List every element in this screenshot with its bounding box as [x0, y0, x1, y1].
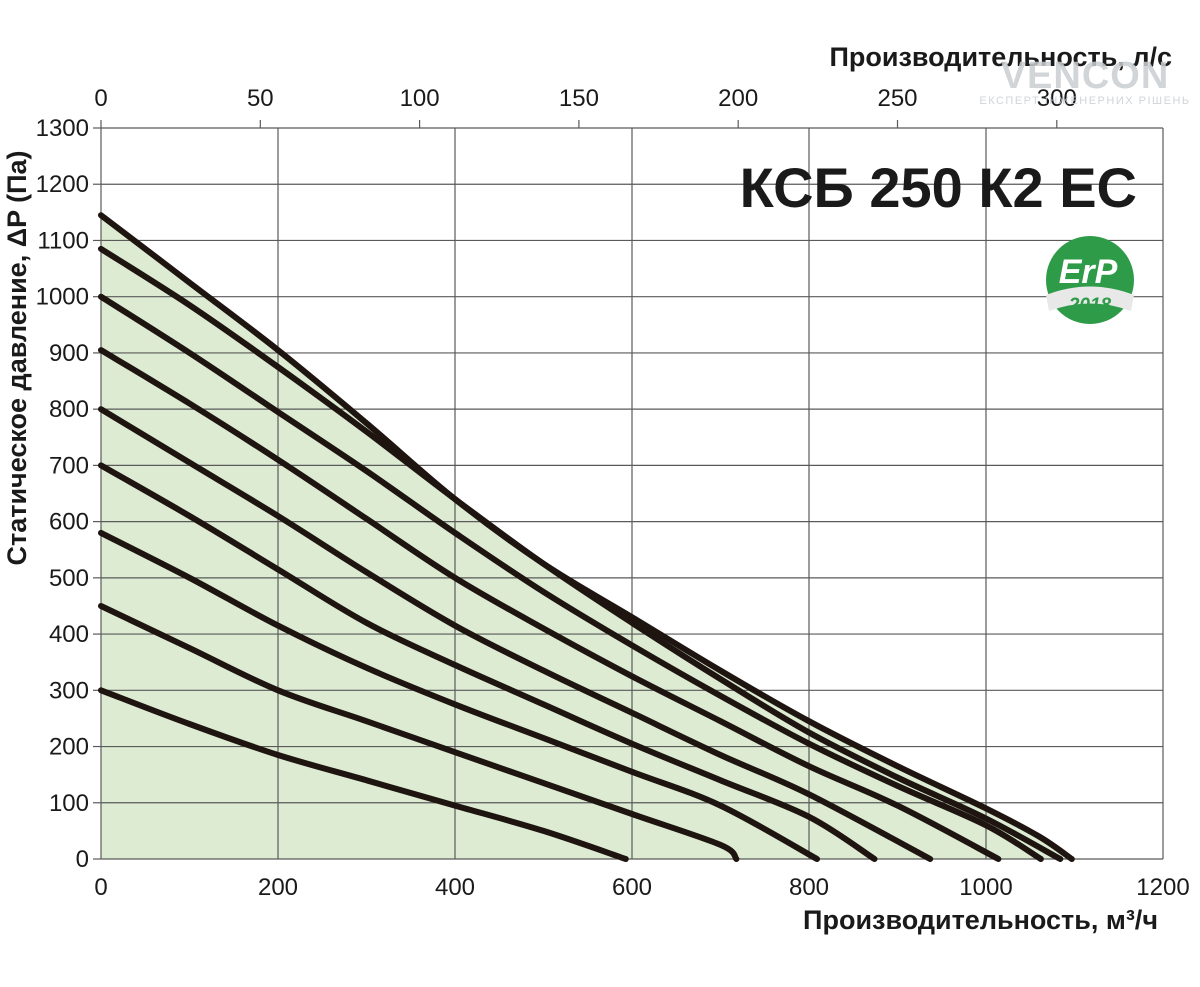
fan-curve-1 — [98, 687, 629, 862]
top-tick-label: 0 — [94, 85, 107, 112]
y-tick-label: 900 — [49, 340, 89, 367]
top-axis-title: Производительность, л/с — [830, 42, 1172, 72]
fan-curves — [98, 212, 1075, 862]
y-tick-label: 600 — [49, 509, 89, 536]
watermark-logo-text: VENCON — [1001, 55, 1170, 97]
y-axis-title: Статическое давление, ΔP (Па) — [2, 150, 32, 565]
fan-curve-7 — [98, 293, 1044, 862]
fan-curve-3 — [98, 529, 820, 862]
operating-area-fill — [101, 215, 1072, 859]
y-axis-tick-labels: 0 100 200 300 400 500 600 700 800 900 1000 1100 1200… — [36, 115, 89, 873]
top-tick-label: 100 — [400, 85, 440, 112]
x-tick-label: 800 — [789, 874, 829, 901]
x-tick-label: 200 — [258, 874, 298, 901]
x-tick-label: 600 — [612, 874, 652, 901]
fan-curve-4 — [98, 462, 878, 862]
top-tick-label: 150 — [559, 85, 599, 112]
y-tick-label: 500 — [49, 565, 89, 592]
fan-curve-6 — [98, 347, 1002, 862]
top-tick-label: 200 — [718, 85, 758, 112]
x-tick-label: 0 — [94, 874, 107, 901]
y-tick-label: 800 — [49, 396, 89, 423]
grid-lines — [93, 120, 1164, 860]
y-tick-label: 400 — [49, 621, 89, 648]
top-axis-tick-labels: 0 50 100 150 200 250 300 — [94, 85, 1077, 112]
x-tick-label: 1000 — [959, 874, 1012, 901]
y-tick-label: 700 — [49, 452, 89, 479]
y-tick-label: 1200 — [36, 171, 89, 198]
y-tick-label: 1100 — [37, 227, 89, 254]
y-tick-label: 200 — [49, 734, 89, 761]
top-tick-label: 250 — [877, 85, 917, 112]
x-tick-label: 400 — [435, 874, 475, 901]
top-tick-label: 50 — [247, 85, 274, 112]
fan-curve-9 — [98, 212, 1075, 862]
x-axis-title: Производительность, м³/ч — [803, 905, 1158, 935]
y-tick-label: 100 — [49, 790, 89, 817]
chart-title: КСБ 250 К2 ЕС — [740, 156, 1137, 219]
fan-curve-5 — [98, 406, 934, 862]
y-tick-label: 1300 — [36, 115, 89, 142]
y-tick-label: 0 — [76, 846, 89, 873]
operating-area — [101, 215, 1072, 859]
badge-erp-text: ErP — [1059, 253, 1118, 291]
y-tick-label: 300 — [49, 677, 89, 704]
fan-curve-2 — [98, 603, 740, 862]
badge-year-text: 2018 — [1068, 295, 1112, 316]
erp-2018-badge: ErP 2018 — [1046, 236, 1134, 324]
x-axis-tick-labels: 0 200 400 600 800 1000 1200 — [94, 874, 1189, 901]
top-tick-label: 300 — [1037, 85, 1077, 112]
y-tick-label: 1000 — [36, 284, 89, 311]
x-tick-label: 1200 — [1136, 874, 1189, 901]
vencon-watermark: VENCON ЕКСПЕРТ ІНЖЕНЕРНИХ РІШЕНЬ — [979, 55, 1190, 107]
watermark-subtitle: ЕКСПЕРТ ІНЖЕНЕРНИХ РІШЕНЬ — [979, 95, 1190, 107]
